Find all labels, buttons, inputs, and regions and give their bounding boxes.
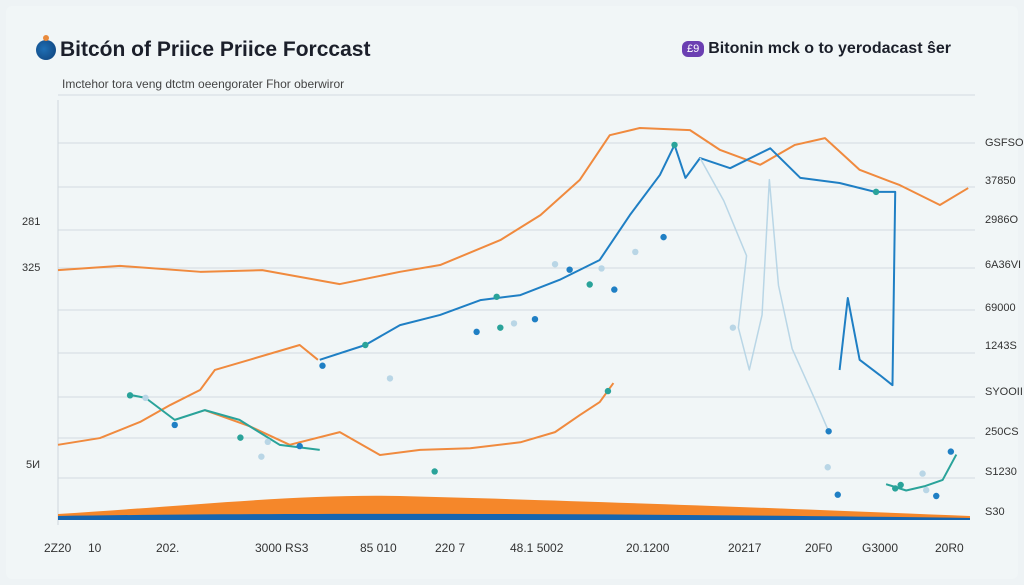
series-line-orange	[57, 126, 969, 286]
data-point	[493, 293, 500, 300]
data-point	[237, 434, 244, 441]
x-tick-label: 10	[88, 541, 102, 555]
right-tick-label: 250CS	[985, 426, 1019, 438]
data-point	[598, 265, 605, 272]
area-blue	[58, 513, 970, 520]
data-point	[923, 486, 930, 494]
legend: £9 Bitonin mck o to yerodacast ŝer	[682, 40, 951, 58]
x-tick-label: G3000	[862, 541, 899, 555]
data-point	[497, 324, 504, 331]
data-point	[126, 392, 134, 399]
data-point	[947, 448, 955, 455]
right-tick-label: S30	[985, 506, 1005, 518]
left-tick-label: 325	[22, 262, 41, 274]
x-tick-label: 20R0	[935, 541, 964, 555]
x-tick-label: 20217	[728, 541, 762, 555]
series-line-blue	[319, 143, 897, 387]
x-tick-label: 48.1 5002	[510, 541, 564, 555]
data-point	[296, 442, 303, 450]
legend-label: Bitonin mck o to yerodacast ŝer	[708, 40, 951, 57]
data-point	[824, 464, 831, 471]
data-point	[671, 141, 678, 149]
data-point	[510, 320, 518, 327]
left-tick-label: 5И	[26, 459, 41, 471]
chart-title: Bitcón of Priice Priice Forccast	[60, 38, 371, 61]
data-point	[632, 248, 639, 256]
data-point	[825, 428, 832, 435]
series-line-orange	[204, 382, 615, 456]
x-tick-label: 3000 RS3	[255, 541, 309, 555]
data-point	[473, 328, 480, 336]
data-point	[258, 453, 265, 460]
data-point	[919, 470, 926, 477]
right-tick-label: GSFSO	[985, 137, 1024, 149]
data-point	[431, 468, 438, 475]
chart-card	[6, 6, 1018, 579]
data-point	[892, 485, 899, 492]
right-tick-label: 69000	[985, 302, 1016, 314]
series-line-orange	[57, 343, 319, 446]
right-tick-label: 6A36VI	[985, 259, 1022, 271]
data-point	[611, 286, 618, 293]
data-point	[551, 261, 559, 268]
data-point	[897, 481, 904, 489]
x-tick-label: 2Z20	[44, 541, 72, 555]
series-line-teal	[129, 393, 320, 451]
data-point	[386, 375, 394, 382]
series-line-light_blue	[699, 157, 830, 432]
area-orange	[58, 495, 970, 518]
data-point	[566, 266, 573, 273]
data-point	[264, 438, 271, 446]
data-point	[362, 341, 369, 349]
right-tick-label: 2986O	[985, 214, 1019, 226]
data-point	[142, 394, 149, 402]
data-point	[834, 491, 841, 498]
data-point	[729, 324, 737, 331]
x-tick-label: 20.1200	[626, 541, 670, 555]
data-point	[319, 362, 326, 369]
right-tick-label: SYOOII	[985, 386, 1023, 398]
data-point	[604, 387, 612, 395]
legend-badge: £9	[682, 41, 705, 57]
right-tick-label: 37850	[985, 175, 1016, 187]
chart-subtitle: Imctehor tora veng dtctm oeengorater Fho…	[62, 77, 345, 91]
data-point	[872, 188, 880, 196]
x-tick-label: 20F0	[805, 541, 833, 555]
data-point	[531, 315, 539, 323]
data-point	[933, 492, 940, 500]
data-point	[660, 233, 667, 241]
data-point	[171, 421, 178, 429]
series-line-teal	[885, 454, 958, 492]
x-tick-label: 202.	[156, 541, 180, 555]
x-tick-label: 220 7	[435, 541, 466, 555]
bitcoin-logo-icon	[36, 35, 56, 60]
x-tick-label: 85 010	[360, 541, 397, 555]
right-tick-label: 1243S	[985, 340, 1017, 352]
right-tick-label: S1230	[985, 466, 1017, 478]
left-tick-label: 281	[22, 216, 41, 228]
data-point	[586, 281, 593, 288]
